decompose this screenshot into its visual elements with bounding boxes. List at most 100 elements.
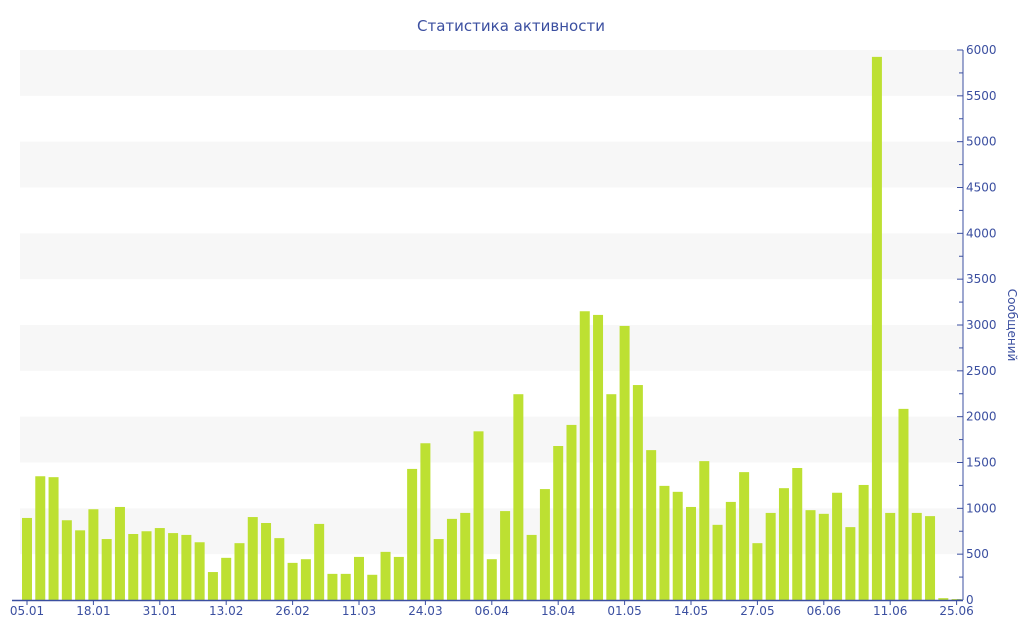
bar xyxy=(35,476,46,600)
bar xyxy=(88,509,99,600)
bar xyxy=(739,472,750,600)
x-tick-label: 11.06 xyxy=(873,604,907,618)
y-tick-label: 2000 xyxy=(966,410,997,424)
bar xyxy=(911,512,922,600)
bar xyxy=(752,543,763,600)
bar xyxy=(101,539,112,600)
x-tick-label: 11.03 xyxy=(342,604,376,618)
x-tick-label: 25.06 xyxy=(939,604,973,618)
bar xyxy=(194,542,205,600)
y-tick-label: 5000 xyxy=(966,135,997,149)
bar xyxy=(925,516,936,600)
bar xyxy=(539,489,550,600)
x-axis: 05.01 18.01 31.01 13.02 26.02 11.03 24.03 06.04… xyxy=(10,599,974,618)
bar xyxy=(128,534,139,600)
x-tick-label: 18.04 xyxy=(541,604,575,618)
bar xyxy=(141,531,152,600)
bar xyxy=(898,408,909,600)
y-tick-label: 1000 xyxy=(966,501,997,515)
x-tick-label: 06.06 xyxy=(807,604,841,618)
bar xyxy=(871,56,882,600)
bar xyxy=(778,488,789,600)
bar xyxy=(579,311,590,600)
bar xyxy=(61,520,72,600)
bar xyxy=(340,573,351,600)
bar xyxy=(48,477,59,600)
x-tick-label: 14.05 xyxy=(674,604,708,618)
x-tick-label: 13.02 xyxy=(209,604,243,618)
bar xyxy=(433,539,444,600)
x-tick-label: 18.01 xyxy=(76,604,110,618)
bar xyxy=(593,314,604,600)
bar xyxy=(513,394,524,600)
bar xyxy=(393,556,404,600)
x-tick-label: 26.02 xyxy=(275,604,309,618)
bar xyxy=(287,562,298,600)
bar xyxy=(380,551,391,600)
bar xyxy=(686,506,696,600)
bar xyxy=(460,512,471,600)
grid-band xyxy=(20,416,963,463)
bar xyxy=(526,534,537,600)
x-tick-label: 05.01 xyxy=(10,604,44,618)
y-tick-label: 2500 xyxy=(966,364,997,378)
bar xyxy=(725,501,736,600)
bar xyxy=(699,461,710,600)
bar xyxy=(207,572,218,600)
bar xyxy=(606,394,617,600)
grid-band xyxy=(20,233,963,280)
bar xyxy=(473,431,484,600)
bar xyxy=(792,468,803,600)
bar xyxy=(832,492,843,600)
y-tick-label: 3500 xyxy=(966,272,997,286)
bar xyxy=(420,443,431,600)
bar xyxy=(712,524,723,600)
bar xyxy=(818,513,829,600)
bar xyxy=(154,528,165,600)
bar xyxy=(261,523,272,600)
bar xyxy=(938,598,949,600)
bar xyxy=(659,485,670,600)
y-tick-label: 5500 xyxy=(966,89,997,103)
x-tick-label: 01.05 xyxy=(607,604,641,618)
bars xyxy=(22,56,962,600)
bar xyxy=(446,518,457,600)
bar xyxy=(367,574,378,600)
y-axis: 0 500 1000 1500 2000 2500 3000 3500 4000 4500 5000… xyxy=(957,43,997,607)
bar xyxy=(632,385,643,600)
bar xyxy=(500,511,511,600)
bar xyxy=(765,512,776,600)
y-tick-label: 4500 xyxy=(966,181,997,195)
bar xyxy=(858,484,869,600)
bar xyxy=(314,523,325,600)
y-tick-label: 4000 xyxy=(966,226,997,240)
bar xyxy=(22,517,32,600)
grid-band xyxy=(20,325,963,371)
chart-title: Статистика активности xyxy=(417,17,605,35)
bar xyxy=(181,534,192,600)
bar xyxy=(234,543,245,600)
grid-bands xyxy=(20,50,963,555)
bar xyxy=(274,538,285,600)
bar xyxy=(221,557,232,600)
bar xyxy=(845,527,856,600)
bar xyxy=(114,506,125,600)
bar xyxy=(486,559,497,600)
x-tick-label: 27.05 xyxy=(740,604,774,618)
y-tick-label: 3000 xyxy=(966,318,997,332)
x-tick-label: 31.01 xyxy=(143,604,177,618)
bar xyxy=(646,450,657,600)
bar xyxy=(168,533,179,600)
x-tick-label: 24.03 xyxy=(408,604,442,618)
bar xyxy=(553,446,564,600)
y-axis-label: Сообщений xyxy=(1005,289,1019,362)
bar xyxy=(407,468,418,600)
grid-band xyxy=(20,50,963,96)
bar xyxy=(566,424,577,600)
bar xyxy=(327,573,338,600)
bar xyxy=(951,599,962,600)
bar xyxy=(300,559,311,600)
bar xyxy=(75,530,86,600)
bar xyxy=(885,512,896,600)
y-tick-label: 6000 xyxy=(966,43,997,57)
